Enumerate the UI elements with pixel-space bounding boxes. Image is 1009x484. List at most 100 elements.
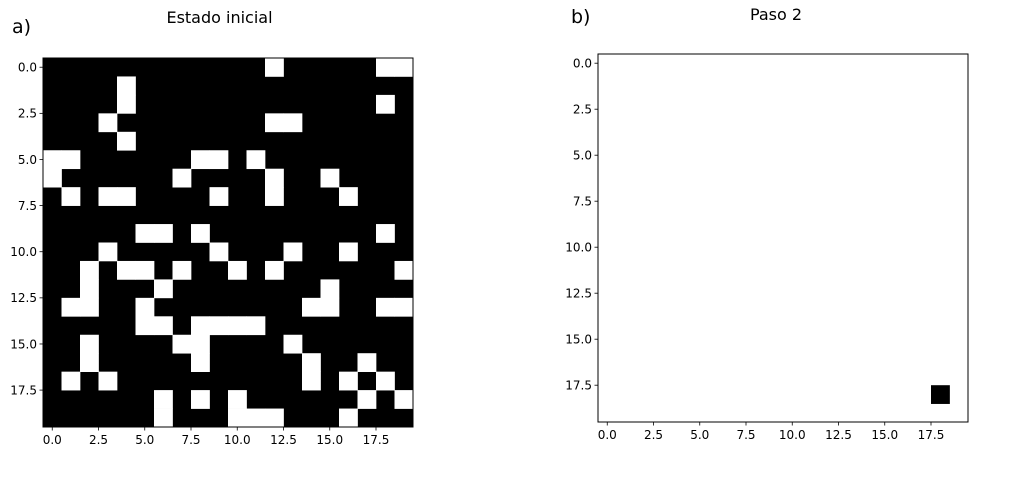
panel-a-label: a)	[12, 16, 31, 38]
panel-a-xtick-label: 10.0	[224, 433, 251, 447]
panel-a-cell-r13-c15	[320, 297, 340, 317]
panel-a-cell-r18-c8	[191, 390, 210, 409]
panel-a-cell-r17-c14	[302, 371, 321, 391]
panel-a-cell-r3-c13	[283, 113, 303, 133]
panel-a-cell-r4-c4	[117, 131, 136, 151]
panel-b-ytick-label: 0.0	[573, 57, 592, 71]
panel-a-cell-r7-c4	[117, 187, 136, 206]
panel-a-cell-r10-c13	[283, 242, 303, 262]
panel-a-cell-r18-c19	[394, 390, 414, 409]
panel-a-cell-r7-c16	[339, 187, 358, 206]
panel-a-cell-r15-c2	[80, 334, 99, 354]
panel-a-cell-r3-c3	[98, 113, 118, 133]
panel-a-cell-r10-c16	[339, 242, 358, 262]
panel-a-cell-r2-c4	[117, 94, 136, 114]
panel-a-cell-r7-c12	[265, 187, 284, 206]
panel-a-xtick-label: 2.5	[89, 433, 108, 447]
panel-b-xtick-label: 2.5	[644, 428, 663, 442]
panel-b-ytick-label: 7.5	[573, 195, 592, 209]
panel-a-cell-r12-c6	[154, 279, 173, 299]
panel-a-cell-r19-c16	[339, 408, 358, 428]
panel-a-cell-r11-c12	[265, 260, 284, 280]
panel-b-heatmap: b) Paso 2 0.0 2.5 5.0 7.5 10.0 12.5 15.0 17.50.…	[565, 5, 969, 442]
panel-a-cell-r18-c6	[154, 390, 173, 409]
panel-b-xtick-label: 15.0	[871, 428, 898, 442]
panel-a-cell-r6-c7	[172, 168, 192, 188]
panel-a-cell-r7-c1	[61, 187, 81, 206]
panel-a-xtick-label: 0.0	[43, 433, 62, 447]
panel-a-xtick-label: 7.5	[181, 433, 200, 447]
panel-b-xtick-label: 12.5	[825, 428, 852, 442]
panel-a-ytick-label: 7.5	[18, 199, 37, 213]
panel-a-cell-r10-c3	[98, 242, 118, 262]
panel-b-ytick-label: 2.5	[573, 103, 592, 117]
panel-a-cell-r14-c10	[228, 316, 247, 336]
panel-b-cell-r18-c18	[931, 385, 950, 404]
panel-b-background	[598, 54, 968, 422]
panel-a-ytick-label: 5.0	[18, 153, 37, 167]
panel-a-xtick-label: 17.5	[363, 433, 390, 447]
panel-a-cell-r19-c11	[246, 408, 266, 428]
panel-a-cell-r1-c4	[117, 76, 136, 96]
panel-b-xtick-label: 10.0	[779, 428, 806, 442]
panel-b-ytick-label: 17.5	[565, 379, 592, 393]
panel-a-cell-r0-c12	[265, 58, 284, 77]
panel-a-cell-r0-c19	[394, 58, 414, 77]
panel-a-cell-r7-c9	[209, 187, 229, 206]
panel-a-cell-r16-c14	[302, 353, 321, 372]
panel-a-cell-r13-c19	[394, 297, 414, 317]
panel-a-frame	[42, 57, 414, 428]
panel-a-cell-r5-c11	[246, 150, 266, 170]
panel-a-cell-r17-c1	[61, 371, 81, 391]
panel-a-cell-r10-c9	[209, 242, 229, 262]
panel-b-xtick-label: 5.0	[690, 428, 709, 442]
panel-a-cell-r0-c18	[376, 58, 395, 77]
panel-a-heatmap: a) Estado inicial 0.0 2.5 5.0 7.5 10.0 12.5 15…	[10, 8, 414, 447]
panel-a-cells	[43, 58, 414, 428]
panel-a-cell-r11-c2	[80, 260, 99, 280]
panel-a-ytick-label: 10.0	[10, 245, 37, 259]
panel-a-cell-r16-c8	[191, 353, 210, 372]
panel-a-cell-r9-c8	[191, 224, 210, 243]
panel-a-ytick-label: 2.5	[18, 107, 37, 121]
panel-b-title: Paso 2	[750, 5, 802, 24]
panel-a-cell-r15-c8	[191, 334, 210, 354]
panel-a-cell-r19-c12	[265, 408, 284, 428]
panel-a-axes: 0.0 2.5 5.0 7.5 10.0 12.5 15.0 17.5 0.0 2.5 5.0 7.5…	[10, 61, 389, 447]
panel-a-cell-r18-c10	[228, 390, 247, 409]
panel-a-cell-r3-c12	[265, 113, 284, 133]
panel-a-cell-r11-c5	[135, 260, 155, 280]
panel-a-xtick-label: 5.0	[135, 433, 154, 447]
panel-b-ytick-label: 5.0	[573, 149, 592, 163]
panel-a-cell-r16-c2	[80, 353, 99, 372]
panel-a-cell-r14-c6	[154, 316, 173, 336]
panel-a-cell-r19-c10	[228, 408, 247, 428]
panel-a-xtick-label: 12.5	[270, 433, 297, 447]
panel-a-cell-r17-c18	[376, 371, 395, 391]
panel-a-ytick-label: 0.0	[18, 61, 37, 75]
panel-a-cell-r17-c3	[98, 371, 118, 391]
panel-a-ytick-label: 15.0	[10, 337, 37, 351]
panel-a-cell-r11-c4	[117, 260, 136, 280]
panel-a-cell-r6-c12	[265, 168, 284, 188]
panel-b-cells	[598, 54, 968, 422]
panel-a-cell-r6-c15	[320, 168, 340, 188]
panel-a-cell-r12-c2	[80, 279, 99, 299]
panel-a-cell-r14-c9	[209, 316, 229, 336]
panel-b-xtick-label: 0.0	[598, 428, 617, 442]
panel-a-cell-r11-c19	[394, 260, 414, 280]
panel-b-frame	[597, 53, 969, 423]
panel-a-cell-r19-c6	[154, 408, 173, 428]
panel-a-cell-r9-c6	[154, 224, 173, 243]
panel-a-cell-r17-c16	[339, 371, 358, 391]
panel-a-cell-r13-c1	[61, 297, 81, 317]
panel-a-cell-r14-c11	[246, 316, 266, 336]
panel-a-cell-r9-c5	[135, 224, 155, 243]
panel-a-cell-r13-c5	[135, 297, 155, 317]
panel-b-ytick-label: 15.0	[565, 333, 592, 347]
panel-a-ytick-label: 12.5	[10, 291, 37, 305]
panel-a-cell-r15-c13	[283, 334, 303, 354]
panel-a-cell-r5-c1	[61, 150, 81, 170]
panel-a-cell-r14-c8	[191, 316, 210, 336]
